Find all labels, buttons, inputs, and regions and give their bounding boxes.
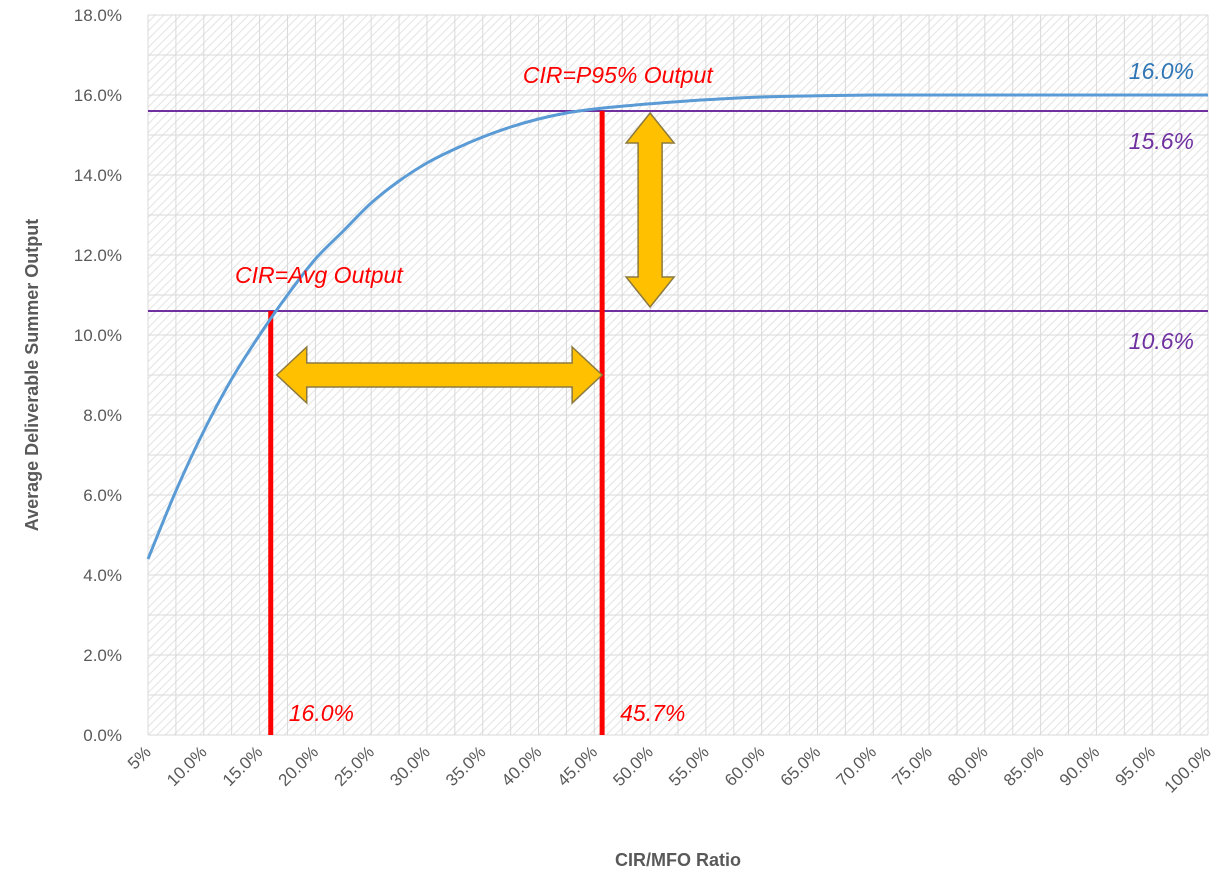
y-tick-label: 14.0% [74, 166, 122, 185]
reference-value-label: 15.6% [1129, 128, 1194, 154]
x-tick-label: 70.0% [833, 742, 881, 790]
y-tick-label: 8.0% [83, 406, 122, 425]
curve-end-value-label: 16.0% [1129, 58, 1194, 84]
x-tick-label: 65.0% [777, 742, 825, 790]
x-tick-label: 5% [124, 742, 155, 773]
double-arrow-horizontal [275, 345, 604, 405]
y-tick-label: 2.0% [83, 646, 122, 665]
reference-value-label: 45.7% [620, 700, 685, 726]
x-tick-label: 60.0% [721, 742, 769, 790]
x-tick-label: 50.0% [609, 742, 657, 790]
y-tick-label: 10.0% [74, 326, 122, 345]
reference-lines: 15.6% 10.6% 16.0% 45.7% [148, 110, 1208, 735]
x-tick-label: 35.0% [442, 742, 490, 790]
x-tick-label: 55.0% [665, 742, 713, 790]
x-tick-label: 25.0% [330, 742, 378, 790]
x-tick-label: 15.0% [219, 742, 267, 790]
y-axis-ticks: 0.0% 2.0% 4.0% 6.0% 8.0% 10.0% 12.0% 14.0% 16.0%… [74, 6, 122, 745]
x-axis-title: CIR/MFO Ratio [615, 850, 741, 870]
y-tick-label: 6.0% [83, 486, 122, 505]
x-axis-ticks: 5% 10.0% 15.0% 20.0% 25.0% 30.0% 35.0% 40.0% 45.… [124, 742, 1215, 796]
reference-value-label: 10.6% [1129, 328, 1194, 354]
arrows [275, 111, 676, 405]
double-arrow-vertical [624, 111, 676, 309]
y-tick-label: 12.0% [74, 246, 122, 265]
reference-value-label: 16.0% [289, 700, 354, 726]
avg-output-annotation: CIR=Avg Output [235, 262, 404, 288]
p95-output-annotation: CIR=P95% Output [523, 62, 714, 88]
y-tick-label: 0.0% [83, 726, 122, 745]
x-tick-label: 40.0% [498, 742, 546, 790]
x-tick-label: 90.0% [1056, 742, 1104, 790]
y-axis-title: Average Deliverable Summer Output [22, 219, 42, 531]
x-tick-label: 45.0% [554, 742, 602, 790]
y-tick-label: 18.0% [74, 6, 122, 25]
x-tick-label: 75.0% [888, 742, 936, 790]
x-tick-label: 10.0% [163, 742, 211, 790]
y-tick-label: 16.0% [74, 86, 122, 105]
x-tick-label: 95.0% [1112, 742, 1160, 790]
x-tick-label: 30.0% [386, 742, 434, 790]
y-tick-label: 4.0% [83, 566, 122, 585]
x-tick-label: 100.0% [1161, 742, 1215, 796]
x-tick-label: 80.0% [944, 742, 992, 790]
output-curve [146, 93, 1208, 560]
x-tick-label: 20.0% [275, 742, 323, 790]
x-tick-label: 85.0% [1000, 742, 1048, 790]
